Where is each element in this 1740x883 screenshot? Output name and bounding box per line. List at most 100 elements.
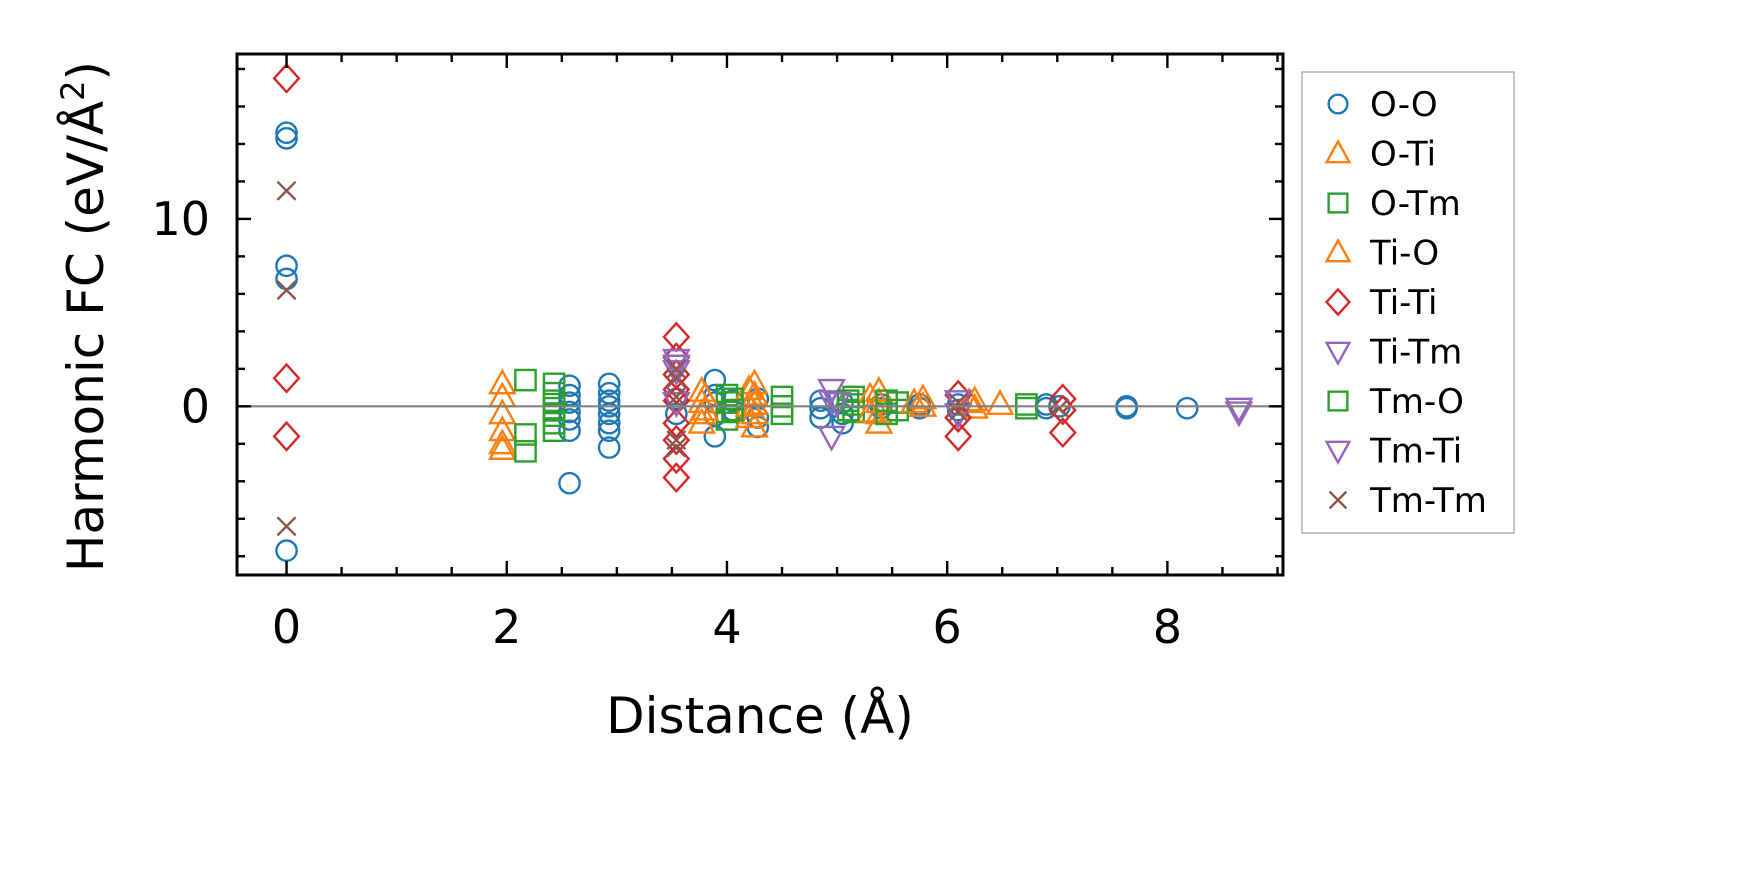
data-point <box>275 121 298 145</box>
data-point <box>276 280 297 301</box>
data-point <box>487 433 517 460</box>
x-tick-labels: 0 2 4 6 8 <box>272 600 1182 654</box>
data-point <box>1224 401 1254 428</box>
legend-entry: Tm-Ti <box>1324 432 1462 472</box>
axis-ticks <box>237 54 1283 575</box>
series-o-o <box>275 121 1199 562</box>
data-point <box>666 368 687 389</box>
data-point <box>558 419 581 443</box>
data-point <box>666 437 687 458</box>
data-point <box>662 424 691 456</box>
data-point <box>597 402 621 426</box>
y-tick-label: 10 <box>151 192 210 246</box>
data-point <box>662 462 691 493</box>
legend-entry: Tm-O <box>1327 382 1464 422</box>
legend-label: O-Ti <box>1370 135 1436 175</box>
x-tick-label: 4 <box>712 600 741 654</box>
data-point <box>487 368 517 395</box>
legend-marker <box>1328 490 1348 510</box>
data-point <box>514 423 537 446</box>
data-point <box>1049 398 1070 419</box>
data-point <box>908 390 938 417</box>
data-point <box>661 354 691 381</box>
legend-entry: O-Tm <box>1327 184 1461 224</box>
legend-entry: Ti-Tm <box>1324 333 1462 373</box>
data-point <box>809 396 832 420</box>
data-point <box>954 387 984 414</box>
data-point <box>985 388 1015 416</box>
legend-marker <box>1324 139 1352 164</box>
x-tick-label: 0 <box>272 600 301 654</box>
data-point <box>1175 396 1199 420</box>
data-point <box>275 126 298 150</box>
legend-label: Tm-Ti <box>1369 432 1462 472</box>
data-points-layer <box>272 62 1254 562</box>
data-point <box>770 402 794 426</box>
x-tick-label: 6 <box>933 600 962 654</box>
data-point <box>514 439 537 463</box>
data-point <box>703 368 727 392</box>
legend-marker <box>1324 440 1352 465</box>
legend-marker <box>1327 192 1349 214</box>
data-point <box>666 358 687 379</box>
legend-label: O-O <box>1370 85 1438 125</box>
legend-marker <box>1324 238 1352 263</box>
legend-label: Tm-Tm <box>1369 481 1487 521</box>
legend-entry: Ti-Ti <box>1324 283 1438 323</box>
data-point <box>514 368 537 392</box>
data-point <box>662 321 691 353</box>
data-point <box>948 392 969 413</box>
series-ti-ti <box>272 62 1077 493</box>
legend-entry: O-O <box>1327 85 1438 125</box>
data-point <box>275 539 298 562</box>
series-tm-o <box>721 387 898 426</box>
data-point <box>272 362 301 394</box>
data-point <box>662 407 691 439</box>
legend-label: Ti-Tm <box>1369 333 1462 373</box>
data-point <box>875 389 898 413</box>
data-point <box>1015 396 1038 420</box>
y-axis-title: Harmonic FC (eV/Å2) <box>54 61 115 572</box>
data-point <box>666 430 687 451</box>
data-point <box>597 372 621 396</box>
legend-marker <box>1327 93 1349 115</box>
plot-frame <box>235 52 1285 577</box>
x-tick-label: 2 <box>492 600 521 654</box>
legend-entry: Tm-Tm <box>1328 481 1487 521</box>
legend-marker <box>1324 287 1352 317</box>
data-point <box>943 390 973 417</box>
y-tick-labels: 0 10 <box>151 192 210 433</box>
legend-label: Ti-O <box>1369 234 1439 274</box>
data-point <box>487 398 517 425</box>
legend-entry: Ti-O <box>1324 234 1439 274</box>
x-tick-label: 8 <box>1153 600 1182 654</box>
legend-label: Tm-O <box>1369 382 1464 422</box>
data-point <box>542 419 566 443</box>
data-point <box>1224 397 1254 424</box>
data-point <box>1048 417 1077 449</box>
legend-label: Ti-Ti <box>1369 283 1438 323</box>
legend: O-O O-Ti O-Tm Ti-O Ti-Ti Ti-Tm Tm-O Tm-Ti Tm-Tm <box>1301 71 1515 534</box>
x-axis-title: Distance (Å) <box>606 687 914 745</box>
legend-label: O-Tm <box>1370 184 1461 224</box>
data-point <box>272 420 301 452</box>
data-point <box>558 471 581 495</box>
data-point <box>908 383 938 410</box>
data-point <box>721 398 744 422</box>
data-point <box>703 424 727 448</box>
data-point <box>687 407 717 434</box>
data-point <box>272 62 301 94</box>
data-point <box>899 387 929 414</box>
data-point <box>275 254 298 278</box>
legend-marker <box>1327 390 1349 412</box>
data-point <box>875 402 898 426</box>
data-point <box>943 403 973 430</box>
legend-entry: O-Ti <box>1324 135 1436 175</box>
data-point <box>822 392 852 419</box>
data-point <box>597 389 621 413</box>
data-point <box>944 420 973 452</box>
data-point <box>597 419 621 443</box>
data-point <box>558 374 581 398</box>
